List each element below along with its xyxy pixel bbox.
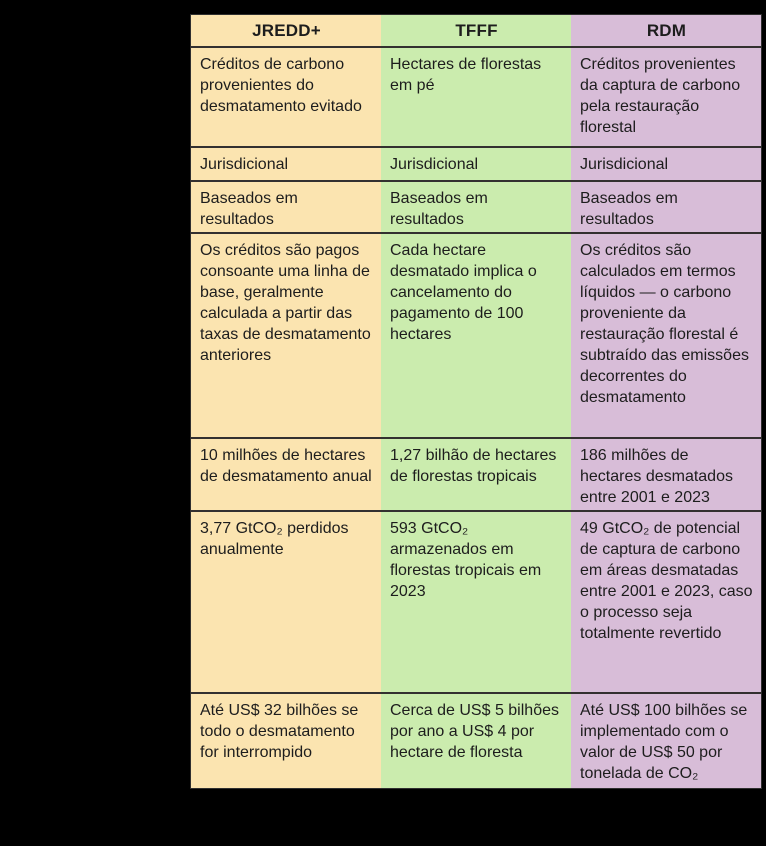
cell-value-rdm: Até US$ 100 bilhões se implementado com … (571, 694, 761, 788)
table-header-row: JREDD+ TFFF RDM (191, 15, 761, 48)
cell-credit-type-jredd: Créditos de carbono provenientes do desm… (191, 48, 381, 146)
header-cell-tfff: TFFF (381, 15, 571, 46)
cell-credit-type-rdm: Créditos provenientes da captura de carb… (571, 48, 761, 146)
cell-value-tfff: Cerca de US$ 5 bilhões por ano a US$ 4 p… (381, 694, 571, 788)
header-cell-jredd: JREDD+ (191, 15, 381, 46)
cell-basis-tfff: Baseados em resultados (381, 182, 571, 232)
cell-hectares-jredd: 10 milhões de hectares de desmatamento a… (191, 439, 381, 510)
comparison-table: JREDD+ TFFF RDM Créditos de carbono prov… (190, 14, 762, 789)
cell-value-jredd: Até US$ 32 bilhões se todo o desmatament… (191, 694, 381, 788)
header-cell-rdm: RDM (571, 15, 761, 46)
cell-carbon-jredd: 3,77 GtCO₂ perdidos anualmente (191, 512, 381, 692)
cell-carbon-tfff: 593 GtCO₂ armazenados em florestas tropi… (381, 512, 571, 692)
table-row: Os créditos são pagos consoante uma linh… (191, 234, 761, 439)
cell-hectares-rdm: 186 milhões de hectares desmatados entre… (571, 439, 761, 510)
cell-basis-rdm: Baseados em resultados (571, 182, 761, 232)
cell-mechanism-rdm: Os créditos são calculados em termos líq… (571, 234, 761, 437)
cell-mechanism-tfff: Cada hectare desmatado implica o cancela… (381, 234, 571, 437)
cell-scope-rdm: Jurisdicional (571, 148, 761, 180)
cell-mechanism-jredd: Os créditos são pagos consoante uma linh… (191, 234, 381, 437)
table-row: Jurisdicional Jurisdicional Jurisdiciona… (191, 148, 761, 182)
cell-scope-tfff: Jurisdicional (381, 148, 571, 180)
table-row: Até US$ 32 bilhões se todo o desmatament… (191, 694, 761, 788)
table-row: 3,77 GtCO₂ perdidos anualmente 593 GtCO₂… (191, 512, 761, 694)
cell-hectares-tfff: 1,27 bilhão de hectares de florestas tro… (381, 439, 571, 510)
table-row: Créditos de carbono provenientes do desm… (191, 48, 761, 148)
cell-credit-type-tfff: Hectares de florestas em pé (381, 48, 571, 146)
table-row: Baseados em resultados Baseados em resul… (191, 182, 761, 234)
table-row: 10 milhões de hectares de desmatamento a… (191, 439, 761, 512)
cell-carbon-rdm: 49 GtCO₂ de potencial de captura de carb… (571, 512, 761, 692)
cell-scope-jredd: Jurisdicional (191, 148, 381, 180)
cell-basis-jredd: Baseados em resultados (191, 182, 381, 232)
